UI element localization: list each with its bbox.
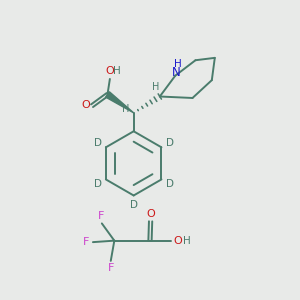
Text: H: H bbox=[183, 236, 191, 246]
Text: O: O bbox=[105, 66, 114, 76]
Text: D: D bbox=[166, 138, 174, 148]
Text: H: H bbox=[174, 59, 182, 69]
Text: O: O bbox=[81, 100, 90, 110]
Text: H: H bbox=[113, 66, 121, 76]
Text: F: F bbox=[98, 211, 104, 221]
Text: O: O bbox=[146, 208, 155, 219]
Text: H: H bbox=[122, 104, 129, 114]
Text: D: D bbox=[166, 179, 174, 189]
Text: F: F bbox=[82, 237, 89, 247]
Text: D: D bbox=[94, 138, 102, 148]
Text: N: N bbox=[172, 66, 180, 79]
Text: D: D bbox=[130, 200, 138, 210]
Text: H: H bbox=[152, 82, 159, 92]
Text: D: D bbox=[94, 179, 102, 189]
Polygon shape bbox=[106, 92, 134, 113]
Text: F: F bbox=[108, 263, 114, 273]
Text: O: O bbox=[174, 236, 182, 246]
